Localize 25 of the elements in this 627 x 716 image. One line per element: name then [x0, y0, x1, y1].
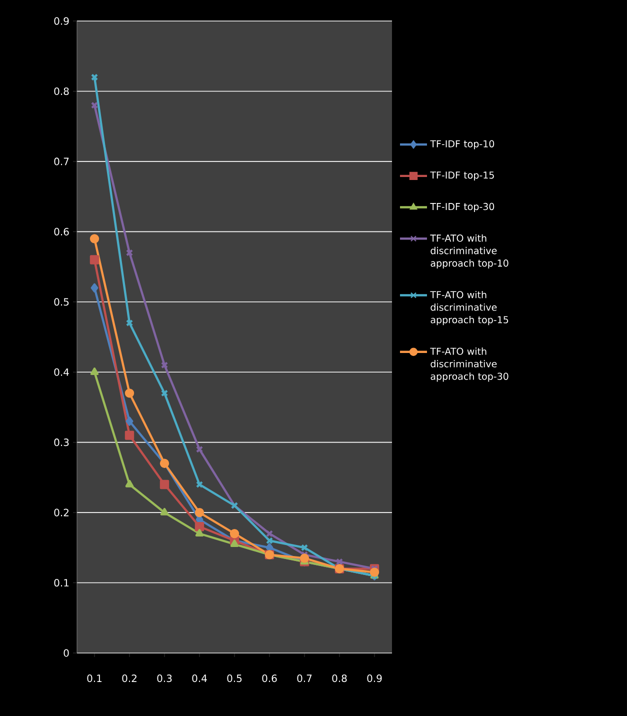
x-tick-label: 0.4 — [192, 674, 207, 682]
x-tick-label: 0.3 — [157, 674, 172, 682]
legend-label: TF-IDF top-30 — [430, 202, 494, 212]
y-tick-label: 0.1 — [54, 578, 69, 587]
x-tick-label: 0.9 — [367, 674, 382, 682]
x-tick-label: 0.7 — [297, 674, 312, 682]
legend-label: TF-ATO with discriminative approach top-15 — [430, 290, 508, 326]
x-tick-label: 0.2 — [122, 674, 136, 682]
y-tick-label: 0.8 — [54, 87, 69, 96]
y-tick-label: 0.6 — [54, 228, 69, 236]
y-tick-label: 0.9 — [54, 17, 69, 25]
legend-label: TF-IDF top-10 — [430, 140, 494, 150]
y-tick-label: 0 — [64, 649, 69, 657]
x-tick-label: 0.6 — [262, 674, 277, 682]
x-tick-label: 0.5 — [227, 674, 242, 682]
y-tick-label: 0.3 — [54, 438, 69, 446]
y-tick-label: 0.4 — [54, 368, 69, 376]
legend-label: TF-ATO with discriminative approach top-10 — [430, 234, 508, 269]
legend-label: TF-IDF top-15 — [430, 172, 494, 181]
x-tick-label: 0.8 — [332, 674, 347, 682]
x-tick-label: 0.1 — [87, 674, 102, 682]
y-tick-label: 0.2 — [54, 508, 68, 516]
legend-label: TF-ATO with discriminative approach top-30 — [430, 348, 508, 382]
y-tick-label: 0.5 — [54, 298, 69, 306]
y-tick-label: 0.7 — [54, 158, 69, 166]
